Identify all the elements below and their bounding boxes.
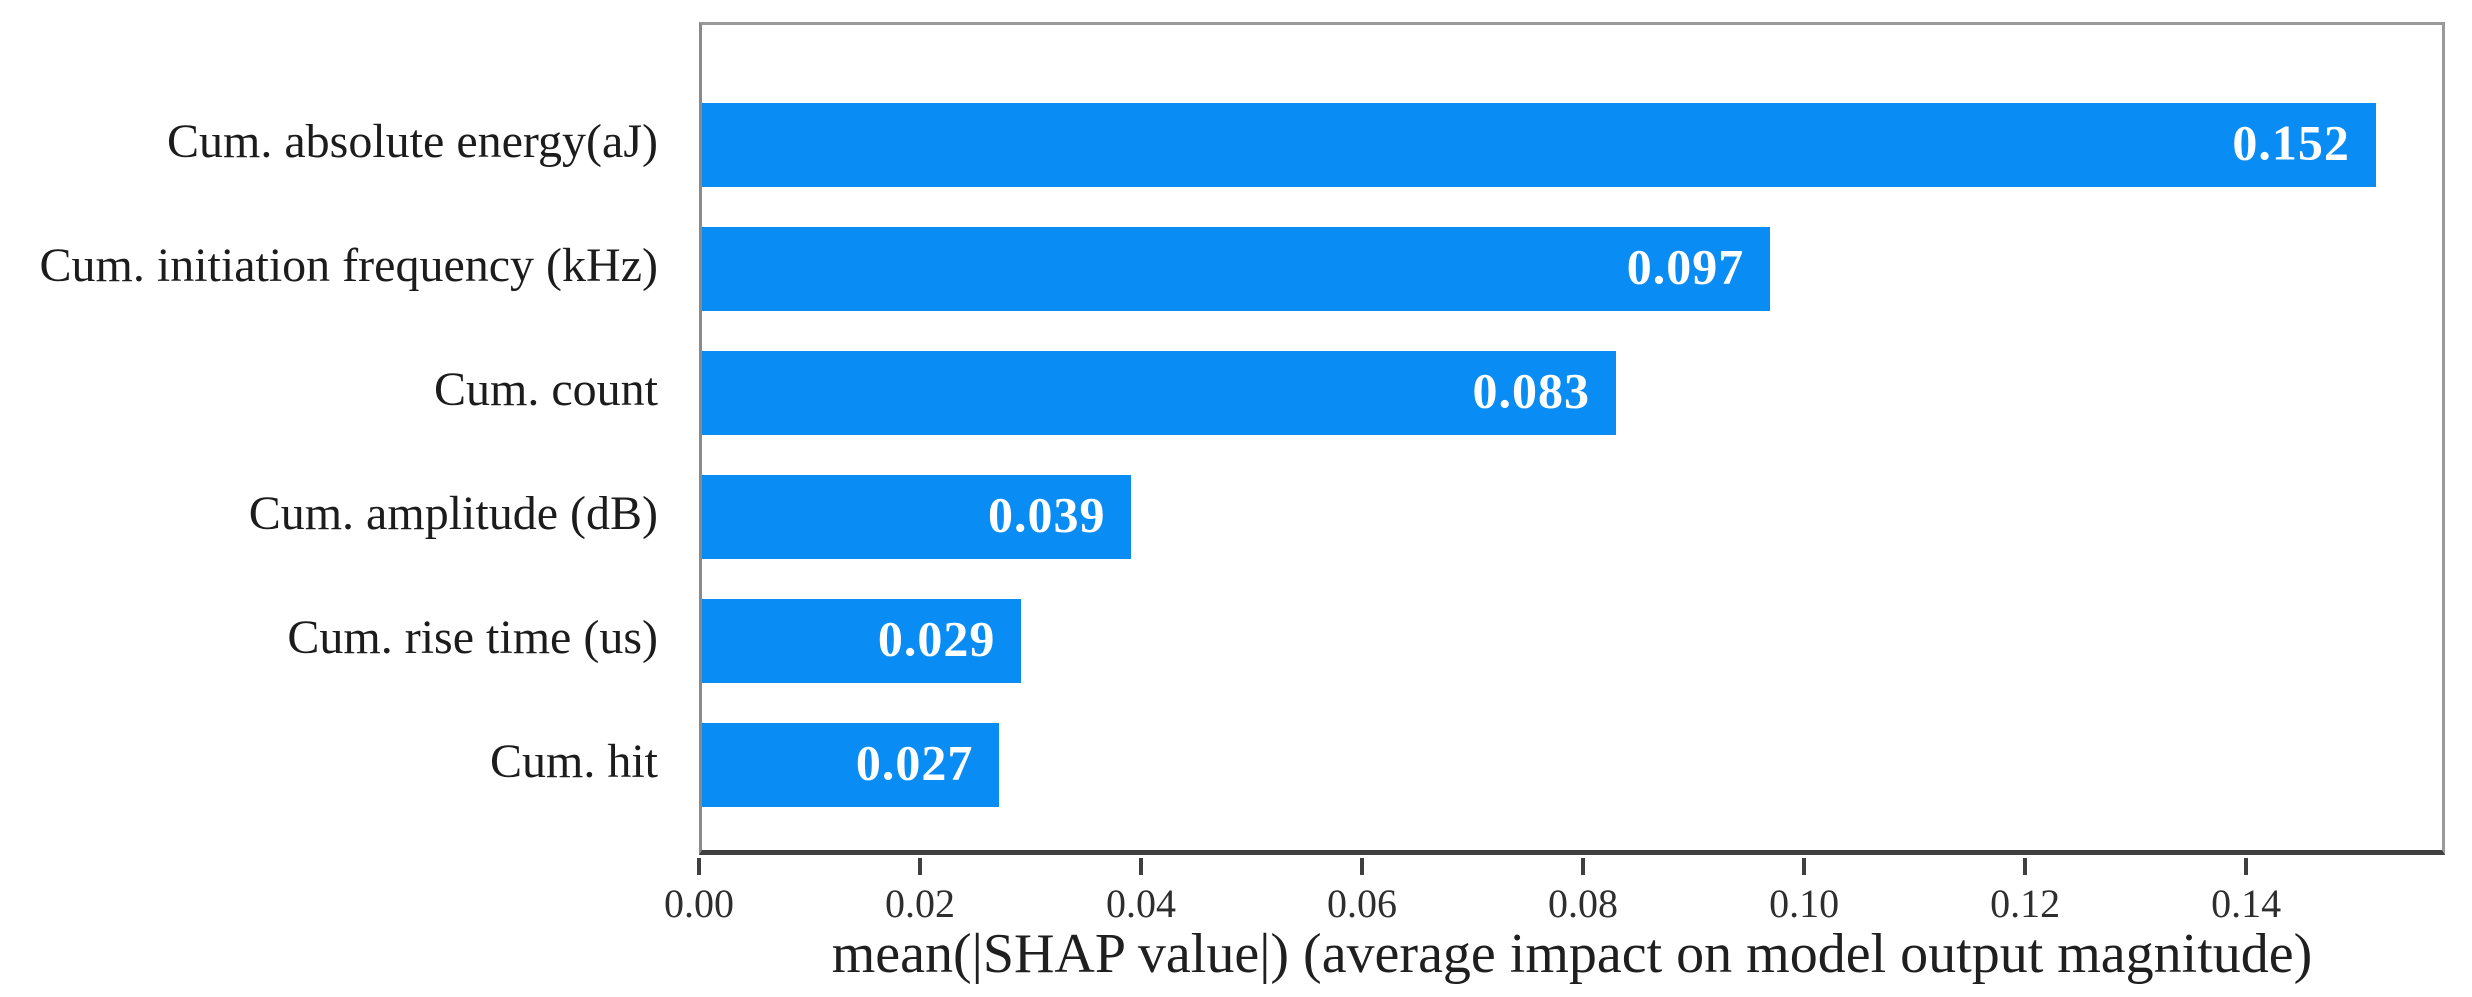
x-tick-mark [2023, 858, 2028, 875]
x-tick-label: 0.12 [1990, 881, 2061, 926]
bar-row: 0.027 [702, 703, 2442, 827]
bar: 0.029 [702, 599, 1022, 683]
category-label: Cum. rise time (us) [287, 611, 658, 664]
bar-row: 0.097 [702, 207, 2442, 331]
category-label: Cum. count [434, 363, 658, 416]
x-tick-label: 0.14 [2211, 881, 2282, 926]
bar: 0.097 [702, 227, 1771, 311]
x-tick-mark [1802, 858, 1807, 875]
bar-value-label: 0.152 [2232, 114, 2350, 171]
bar-value-label: 0.083 [1472, 362, 1591, 419]
y-axis-labels: Cum. absolute energy(aJ) Cum. initiation … [0, 22, 672, 855]
x-tick-mark [1581, 858, 1586, 875]
x-tick-label: 0.00 [664, 881, 734, 926]
x-tick-label: 0.04 [1106, 881, 1177, 926]
x-tick-label: 0.10 [1769, 881, 1840, 926]
bar: 0.152 [702, 103, 2376, 187]
bar-value-label: 0.097 [1626, 238, 1745, 295]
bar: 0.027 [702, 723, 1000, 807]
x-tick-mark [918, 858, 922, 875]
bar-row: 0.029 [702, 579, 2442, 703]
x-tick-mark [2244, 858, 2249, 875]
category-label: Cum. amplitude (dB) [248, 487, 658, 540]
x-tick-label: 0.02 [885, 881, 955, 926]
x-axis: 0.00 0.02 0.04 0.06 0.08 0.10 0.12 0.14 [664, 858, 2445, 988]
x-tick-mark [697, 858, 701, 875]
category-label: Cum. initiation frequency (kHz) [39, 239, 659, 292]
x-axis-title: mean(|SHAP value|) (average impact on mo… [831, 923, 2313, 985]
bar-value-label: 0.039 [987, 486, 1106, 543]
bar: 0.083 [702, 351, 1617, 435]
bar-row: 0.083 [702, 331, 2442, 455]
category-label: Cum. hit [489, 735, 658, 788]
bar-value-label: 0.027 [855, 734, 974, 791]
x-tick-label: 0.08 [1548, 881, 1619, 926]
x-tick-mark [1360, 858, 1365, 875]
bar-row: 0.039 [702, 455, 2442, 579]
x-tick-label: 0.06 [1327, 881, 1398, 926]
bar: 0.039 [702, 475, 1132, 559]
category-label: Cum. absolute energy(aJ) [167, 115, 658, 168]
bar-value-label: 0.029 [877, 610, 996, 667]
x-tick-mark [1139, 858, 1144, 875]
bar-row: 0.152 [702, 83, 2442, 207]
plot-area: 0.152 0.097 0.083 0.039 0.029 0.027 [699, 22, 2445, 855]
